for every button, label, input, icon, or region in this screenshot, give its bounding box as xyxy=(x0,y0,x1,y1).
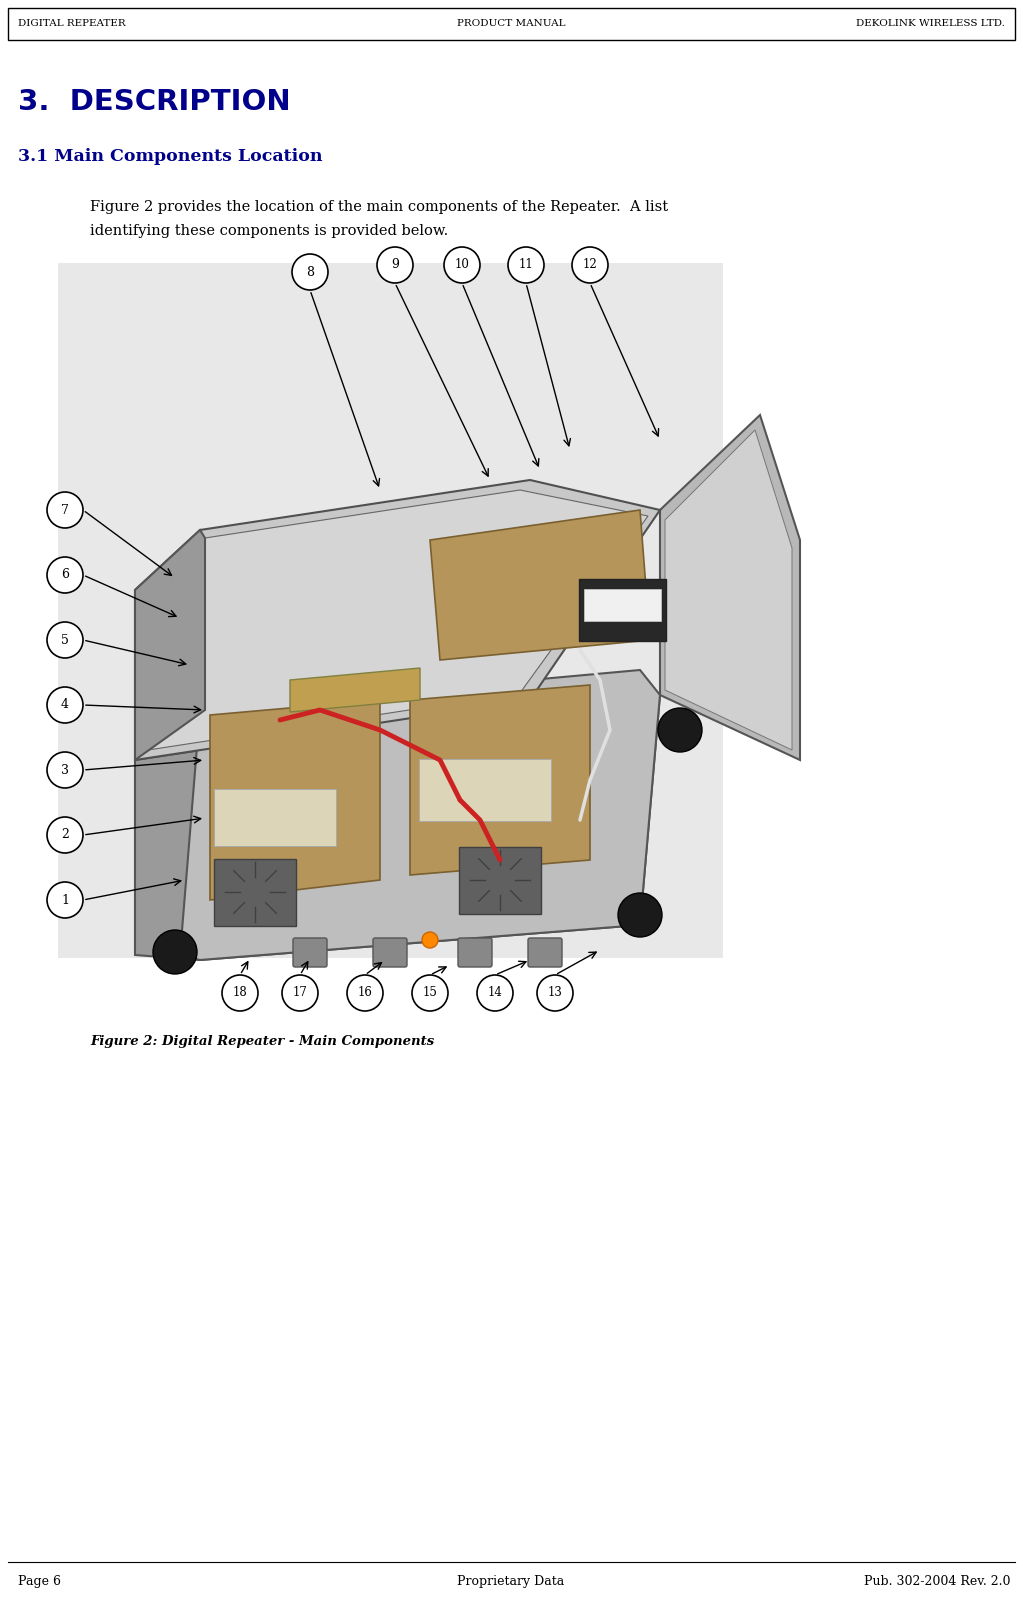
Bar xyxy=(8,8,1015,40)
Wedge shape xyxy=(658,707,702,752)
Text: 9: 9 xyxy=(391,258,399,271)
Text: 17: 17 xyxy=(293,986,308,999)
Polygon shape xyxy=(135,529,205,760)
Polygon shape xyxy=(135,480,660,760)
Text: 13: 13 xyxy=(547,986,563,999)
Circle shape xyxy=(292,253,328,290)
Text: 2: 2 xyxy=(61,829,69,842)
Text: 8: 8 xyxy=(306,266,314,279)
Polygon shape xyxy=(148,489,648,751)
Circle shape xyxy=(282,975,318,1011)
Polygon shape xyxy=(135,695,660,961)
FancyBboxPatch shape xyxy=(459,847,541,914)
Text: PRODUCT MANUAL: PRODUCT MANUAL xyxy=(456,19,566,29)
Text: 18: 18 xyxy=(232,986,248,999)
Text: 10: 10 xyxy=(454,258,470,271)
Text: 7: 7 xyxy=(61,504,69,516)
Text: identifying these components is provided below.: identifying these components is provided… xyxy=(90,225,448,237)
Text: 16: 16 xyxy=(358,986,372,999)
Text: Figure 2: Digital Repeater - Main Components: Figure 2: Digital Repeater - Main Compon… xyxy=(90,1035,434,1047)
Text: Proprietary Data: Proprietary Data xyxy=(457,1575,565,1588)
Text: DIGITAL REPEATER: DIGITAL REPEATER xyxy=(18,19,126,29)
Circle shape xyxy=(537,975,573,1011)
FancyBboxPatch shape xyxy=(214,860,296,926)
Circle shape xyxy=(377,247,413,282)
Text: 1: 1 xyxy=(61,893,69,906)
Text: 3.1 Main Components Location: 3.1 Main Components Location xyxy=(18,148,322,165)
Circle shape xyxy=(347,975,383,1011)
Circle shape xyxy=(47,557,83,593)
Circle shape xyxy=(477,975,513,1011)
Text: 14: 14 xyxy=(488,986,502,999)
Circle shape xyxy=(47,882,83,917)
Polygon shape xyxy=(430,510,650,659)
Text: 3.  DESCRIPTION: 3. DESCRIPTION xyxy=(18,88,291,115)
Wedge shape xyxy=(618,893,662,937)
Circle shape xyxy=(47,622,83,658)
Circle shape xyxy=(47,687,83,723)
Circle shape xyxy=(444,247,480,282)
FancyBboxPatch shape xyxy=(214,789,336,845)
Text: 15: 15 xyxy=(422,986,438,999)
Circle shape xyxy=(572,247,608,282)
Circle shape xyxy=(422,932,438,948)
Text: 5: 5 xyxy=(61,634,69,646)
Text: 12: 12 xyxy=(583,258,597,271)
Polygon shape xyxy=(290,667,420,712)
Circle shape xyxy=(412,975,448,1011)
Wedge shape xyxy=(153,930,197,974)
Polygon shape xyxy=(660,415,800,760)
Text: 3: 3 xyxy=(61,764,69,776)
FancyBboxPatch shape xyxy=(419,759,551,821)
Circle shape xyxy=(222,975,258,1011)
FancyBboxPatch shape xyxy=(58,263,723,958)
Polygon shape xyxy=(210,699,380,900)
FancyBboxPatch shape xyxy=(373,938,407,967)
FancyBboxPatch shape xyxy=(584,589,661,621)
Text: 11: 11 xyxy=(519,258,533,271)
Polygon shape xyxy=(410,685,590,876)
Circle shape xyxy=(47,816,83,853)
FancyBboxPatch shape xyxy=(293,938,327,967)
FancyBboxPatch shape xyxy=(528,938,562,967)
FancyBboxPatch shape xyxy=(579,579,666,642)
Polygon shape xyxy=(665,430,792,751)
Text: 4: 4 xyxy=(61,698,69,712)
Text: Figure 2 provides the location of the main components of the Repeater.  A list: Figure 2 provides the location of the ma… xyxy=(90,200,668,213)
Circle shape xyxy=(47,492,83,528)
Polygon shape xyxy=(180,670,660,961)
Text: Pub. 302-2004 Rev. 2.0: Pub. 302-2004 Rev. 2.0 xyxy=(863,1575,1010,1588)
Text: 6: 6 xyxy=(61,568,69,582)
Text: DEKOLINK WIRELESS LTD.: DEKOLINK WIRELESS LTD. xyxy=(856,19,1005,29)
Text: Page 6: Page 6 xyxy=(18,1575,61,1588)
FancyBboxPatch shape xyxy=(458,938,492,967)
Circle shape xyxy=(47,752,83,788)
Circle shape xyxy=(508,247,544,282)
